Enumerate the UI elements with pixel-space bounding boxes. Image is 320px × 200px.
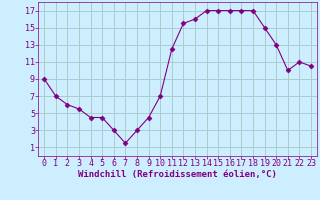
X-axis label: Windchill (Refroidissement éolien,°C): Windchill (Refroidissement éolien,°C) — [78, 170, 277, 179]
